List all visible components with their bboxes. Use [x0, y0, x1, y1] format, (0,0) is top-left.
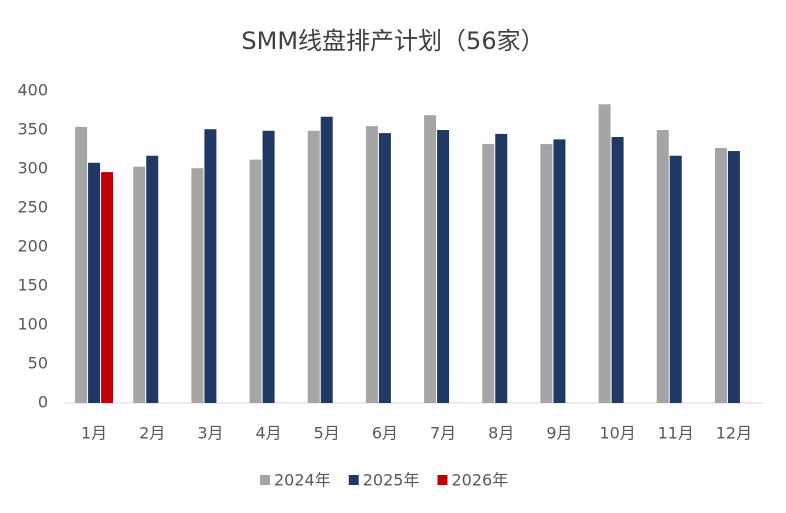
bar — [191, 168, 204, 403]
bar — [540, 144, 553, 404]
x-tick-label: 1月 — [81, 424, 107, 443]
bar — [75, 126, 88, 403]
y-tick-label: 200 — [17, 237, 48, 256]
bar — [307, 130, 320, 403]
bar — [553, 139, 566, 404]
x-tick-label: 7月 — [430, 424, 456, 443]
legend-label: 2024年 — [274, 471, 331, 490]
bar — [133, 166, 146, 403]
y-tick-label: 50 — [28, 354, 48, 373]
legend-swatch — [260, 475, 270, 485]
bar — [101, 172, 114, 403]
bar — [249, 159, 262, 403]
x-tick-label: 6月 — [372, 424, 398, 443]
bar — [656, 130, 669, 403]
bar — [482, 144, 495, 404]
x-tick-label: 12月 — [716, 424, 752, 443]
y-tick-label: 350 — [17, 120, 48, 139]
bar — [320, 116, 333, 404]
bar — [714, 147, 727, 403]
chart-title: SMM线盘排产计划（56家） — [241, 27, 544, 55]
x-tick-label: 10月 — [599, 424, 635, 443]
x-tick-label: 9月 — [546, 424, 572, 443]
x-tick-label: 2月 — [139, 424, 165, 443]
y-tick-label: 150 — [17, 276, 48, 295]
legend-swatch — [348, 475, 359, 485]
x-tick-label: 5月 — [314, 424, 340, 443]
x-tick-label: 3月 — [197, 424, 223, 443]
legend-label: 2025年 — [363, 471, 420, 490]
bar — [204, 129, 217, 403]
y-tick-label: 250 — [17, 198, 48, 217]
x-tick-label: 4月 — [255, 424, 281, 443]
x-tick-label: 11月 — [658, 424, 694, 443]
y-tick-label: 100 — [17, 315, 48, 334]
bar — [611, 137, 624, 403]
x-tick-label: 8月 — [488, 424, 514, 443]
bar — [88, 162, 101, 403]
legend-swatch — [437, 475, 448, 485]
bar — [727, 151, 740, 403]
bar — [598, 104, 611, 403]
bar — [424, 115, 437, 404]
legend-label: 2026年 — [451, 471, 508, 490]
y-tick-label: 0 — [38, 393, 48, 412]
bar — [378, 133, 391, 403]
bar — [669, 155, 682, 403]
bar — [495, 133, 508, 403]
bar — [146, 155, 159, 403]
bar — [437, 130, 450, 403]
bar — [365, 126, 378, 403]
y-tick-label: 300 — [17, 159, 48, 178]
bar — [262, 130, 275, 403]
y-tick-label: 400 — [17, 81, 48, 100]
